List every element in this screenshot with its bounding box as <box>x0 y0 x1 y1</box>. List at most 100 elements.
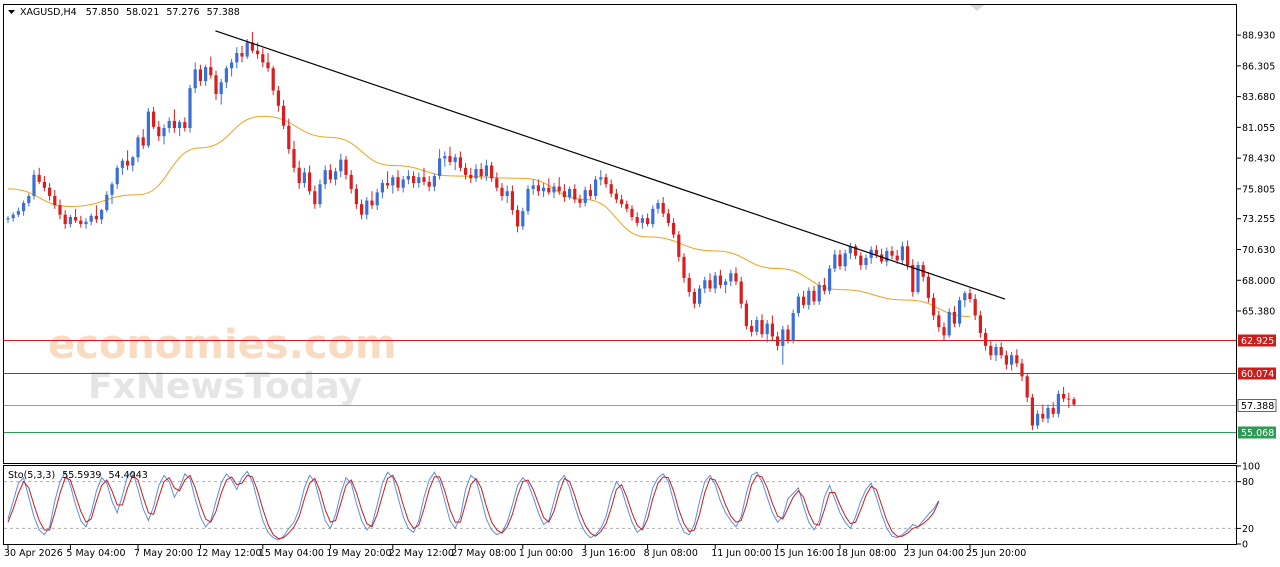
candle-body <box>833 254 837 269</box>
candle-body <box>557 186 561 192</box>
candle-body <box>713 275 717 289</box>
candle-body <box>42 181 46 188</box>
candle-body <box>308 172 312 192</box>
candle-body <box>1036 413 1040 426</box>
candle-body <box>635 217 639 223</box>
time-axis-label: 22 May 12:00 <box>389 548 454 559</box>
price-axis-label: 83.680 <box>1242 92 1275 103</box>
level-label-62.925: 62.925 <box>1241 336 1274 347</box>
time-axis-label: 27 May 08:00 <box>451 548 516 559</box>
trendline[interactable] <box>215 30 1006 300</box>
candle-body <box>443 156 447 159</box>
candle-body <box>640 218 644 223</box>
stoch-main-line <box>7 470 940 541</box>
candle-body <box>32 174 36 196</box>
candle-body <box>422 177 426 182</box>
candle-body <box>11 214 15 219</box>
candle-body <box>672 222 676 235</box>
candle-body <box>568 188 572 198</box>
candle-body <box>552 186 556 193</box>
candle-body <box>115 167 119 185</box>
candle-body <box>776 336 780 346</box>
candle-body <box>848 246 852 254</box>
price-axis-label: 78.430 <box>1242 154 1275 165</box>
candle-body <box>146 111 150 146</box>
symbol-dropdown-icon[interactable] <box>8 10 15 14</box>
candle-body <box>666 213 670 223</box>
candle-body <box>375 192 379 206</box>
candle-body <box>438 158 442 177</box>
candle-body <box>386 183 390 186</box>
candle-body <box>770 323 774 337</box>
candle-body <box>609 184 613 194</box>
candle-body <box>646 218 650 225</box>
svg-text:XAGUSD,H4 57.850 58.02: XAGUSD,H4 57.850 58.021 57.276 57.388 <box>20 7 240 18</box>
candle-body <box>396 177 400 188</box>
scroll-marker[interactable] <box>970 5 984 11</box>
svg-text:Sto(5,3,3) 55.5939 54.: Sto(5,3,3) 55.5939 54.4043 <box>8 470 148 481</box>
candle-body <box>63 214 67 225</box>
candle-body <box>448 156 452 162</box>
candle-body <box>1046 407 1050 419</box>
candle-body <box>1072 399 1076 405</box>
candle-body <box>516 209 520 227</box>
candle-body <box>427 181 431 187</box>
candle-body <box>22 202 26 212</box>
candle-body <box>578 199 582 203</box>
candle-body <box>734 273 738 282</box>
candle-body <box>510 191 514 210</box>
candle-body <box>141 137 145 146</box>
symbol-label: XAGUSD,H4 <box>20 7 77 18</box>
candle-body <box>365 200 369 215</box>
stoch-signal-line <box>7 474 940 540</box>
candle-body <box>391 177 395 186</box>
candle-body <box>292 149 296 168</box>
candle-body <box>1062 393 1066 399</box>
candle-body <box>432 176 436 187</box>
candle-body <box>547 187 551 193</box>
candle-body <box>287 125 291 150</box>
candle-body <box>630 208 634 218</box>
candle-body <box>952 311 956 324</box>
candle-body <box>651 208 655 225</box>
price-axis-label: 73.255 <box>1242 214 1275 225</box>
candle-body <box>890 250 894 256</box>
candle-body <box>1020 363 1024 377</box>
candle-body <box>302 172 306 184</box>
candle-body <box>453 157 457 162</box>
candle-body <box>588 190 592 196</box>
time-axis-label: 8 Jun 08:00 <box>644 548 698 559</box>
candle-body <box>344 159 348 175</box>
candle-body <box>994 347 998 356</box>
candle-body <box>100 209 104 220</box>
watermark-economies: economies.com <box>48 322 397 368</box>
candle-body <box>843 253 847 267</box>
candle-body <box>58 205 62 215</box>
candle-body <box>802 296 806 305</box>
price-axis-label: 75.805 <box>1242 184 1275 195</box>
candle-body <box>864 258 868 266</box>
candle-body <box>937 315 941 328</box>
candle-body <box>157 126 161 137</box>
candle-body <box>760 320 764 335</box>
time-axis-label: 11 Jun 00:00 <box>711 548 771 559</box>
stoch-axis-label: 0 <box>1242 540 1248 551</box>
candle-body <box>193 69 197 89</box>
candle-body <box>1051 407 1055 414</box>
candle-body <box>105 194 109 210</box>
level-label-60.074: 60.074 <box>1241 369 1274 380</box>
candle-body <box>84 221 88 225</box>
candle-body <box>484 165 488 177</box>
price-axis-label: 68.000 <box>1242 276 1275 287</box>
candle-body <box>250 42 254 51</box>
candle-body <box>999 347 1003 356</box>
candle-body <box>531 185 535 189</box>
main-panel-frame <box>3 4 1237 464</box>
candle-body <box>469 174 473 179</box>
candle-body <box>230 62 234 69</box>
candle-body <box>677 234 681 257</box>
candle-body <box>978 315 982 333</box>
price-axis-label: 65.380 <box>1242 306 1275 317</box>
level-tag-62.925 <box>1238 334 1276 347</box>
